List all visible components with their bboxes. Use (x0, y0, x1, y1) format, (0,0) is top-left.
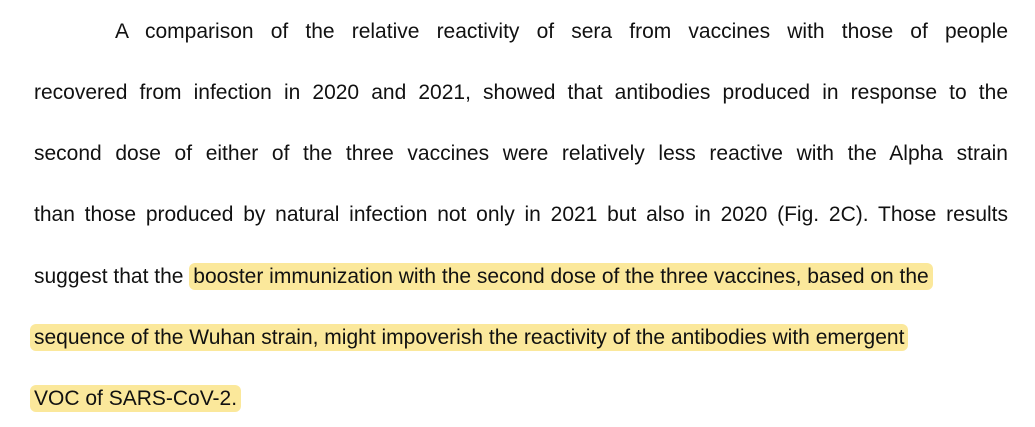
paragraph-line-3: second dose of either of the three vacci… (34, 142, 1008, 165)
paragraph-line-2: recovered from infection in 2020 and 202… (34, 81, 1008, 104)
highlighted-text: sequence of the Wuhan strain, might impo… (30, 324, 909, 351)
paragraph-line-6: sequence of the Wuhan strain, might impo… (30, 320, 1008, 356)
paragraph-line-5: suggest that the booster immunization wi… (34, 259, 1008, 295)
line-5-prefix: suggest that the (34, 265, 190, 288)
paragraph-line-1: A comparison of the relative reactivity … (115, 20, 1008, 43)
highlighted-text: VOC of SARS-CoV-2. (30, 385, 242, 412)
paragraph-line-7: VOC of SARS-CoV-2. (30, 381, 1008, 417)
highlighted-text: booster immunization with the second dos… (189, 263, 933, 290)
paragraph-line-4: than those produced by natural infection… (34, 203, 1008, 226)
